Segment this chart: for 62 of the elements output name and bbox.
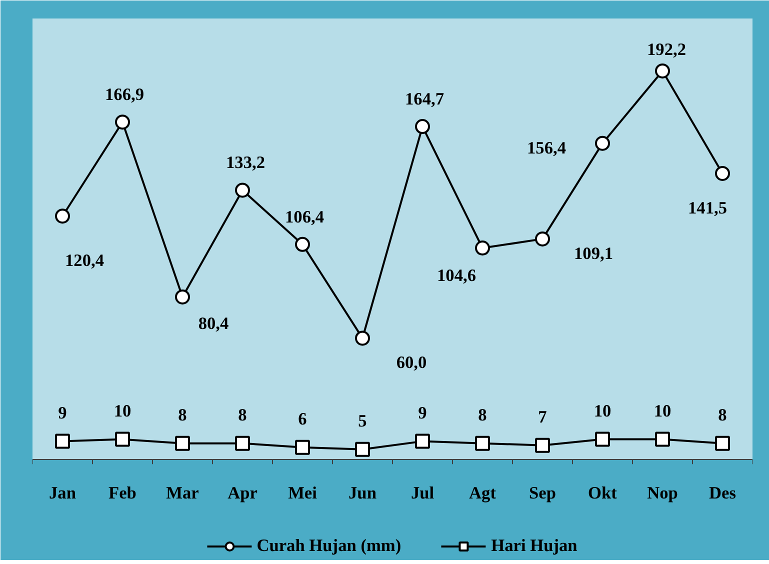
point: [535, 231, 550, 246]
data-label: 166,9: [105, 85, 144, 104]
point: [175, 436, 190, 451]
point: [235, 182, 250, 198]
x-tick-label: Sep: [529, 484, 556, 502]
data-label: 6: [298, 409, 308, 428]
x-tick-label: Jun: [348, 484, 377, 502]
data-label: 8: [478, 405, 488, 424]
point: [175, 289, 190, 304]
point: [655, 432, 670, 447]
data-label: 9: [58, 403, 68, 422]
point: [715, 436, 730, 451]
data-label: 10: [594, 401, 612, 420]
data-label: 164,7: [405, 90, 444, 109]
data-label: 9: [418, 403, 428, 422]
point: [115, 114, 130, 130]
point: [655, 63, 670, 78]
data-label: 5: [358, 411, 368, 430]
x-tick-label: Jul: [410, 484, 434, 502]
x-tick-label: Feb: [108, 484, 136, 502]
x-tick-label: Jan: [49, 484, 76, 502]
point: [295, 236, 310, 252]
legend-label: Hari Hujan: [491, 536, 578, 556]
x-tick-label: Apr: [228, 484, 258, 502]
data-label: 7: [538, 407, 548, 426]
point: [595, 432, 610, 447]
x-tick-label: Nop: [647, 484, 678, 502]
point: [355, 330, 370, 346]
x-tick-label: Mei: [288, 484, 318, 502]
point: [475, 436, 490, 451]
point: [415, 119, 430, 134]
x-tick-label: Okt: [588, 484, 618, 502]
data-label: 156,4: [527, 138, 566, 158]
data-label: 106,4: [285, 207, 324, 226]
point: [535, 438, 550, 453]
point: [295, 440, 310, 455]
data-label: 8: [718, 405, 728, 424]
point: [55, 208, 70, 224]
point: [115, 432, 130, 447]
point: [415, 434, 430, 449]
point: [715, 166, 730, 181]
data-label: 141,5: [688, 198, 728, 218]
point: [235, 436, 250, 451]
data-label: 80,4: [198, 314, 229, 333]
data-label: 109,1: [574, 244, 614, 263]
data-label: 10: [114, 401, 132, 420]
point: [475, 240, 490, 256]
x-tick-label: Mar: [166, 484, 200, 502]
data-label: 60,0: [396, 353, 427, 372]
x-tick-label: Agt: [469, 484, 496, 502]
legend-label: Curah Hujan (mm): [256, 536, 402, 556]
data-label: 8: [238, 405, 248, 424]
data-label: 8: [178, 405, 188, 424]
data-label: 10: [654, 401, 672, 420]
point: [355, 442, 370, 457]
data-label: 192,2: [647, 40, 686, 59]
x-tick-label: Des: [709, 484, 736, 502]
data-label: 120,4: [65, 251, 104, 270]
point: [595, 136, 610, 151]
data-label: 104,6: [437, 266, 476, 286]
data-label: 133,2: [226, 153, 266, 172]
point: [55, 434, 70, 449]
